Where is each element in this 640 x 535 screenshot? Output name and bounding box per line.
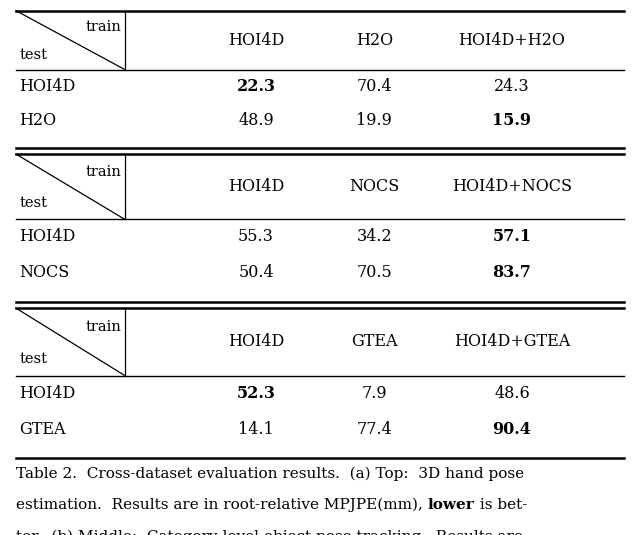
Text: HOI4D+H2O: HOI4D+H2O bbox=[459, 32, 565, 49]
Text: 15.9: 15.9 bbox=[493, 112, 531, 129]
Text: estimation.  Results are in root-relative MPJPE(mm),: estimation. Results are in root-relative… bbox=[16, 498, 428, 513]
Text: HOI4D: HOI4D bbox=[19, 78, 76, 95]
Text: NOCS: NOCS bbox=[19, 264, 70, 281]
Text: test: test bbox=[19, 351, 47, 366]
Text: 19.9: 19.9 bbox=[356, 112, 392, 129]
Text: HOI4D: HOI4D bbox=[228, 32, 284, 49]
Text: 77.4: 77.4 bbox=[356, 421, 392, 438]
Text: 22.3: 22.3 bbox=[237, 78, 275, 95]
Text: H2O: H2O bbox=[19, 112, 56, 129]
Text: 14.1: 14.1 bbox=[238, 421, 274, 438]
Text: train: train bbox=[86, 320, 122, 334]
Text: 70.5: 70.5 bbox=[356, 264, 392, 281]
Text: HOI4D: HOI4D bbox=[228, 333, 284, 350]
Text: is bet-: is bet- bbox=[474, 498, 527, 512]
Text: ter.  (b) Middle:  Category-level object pose tracking.  Results are: ter. (b) Middle: Category-level object p… bbox=[16, 530, 523, 535]
Text: 24.3: 24.3 bbox=[494, 78, 530, 95]
Text: 50.4: 50.4 bbox=[238, 264, 274, 281]
Text: 83.7: 83.7 bbox=[493, 264, 531, 281]
Text: NOCS: NOCS bbox=[349, 178, 399, 195]
Text: HOI4D: HOI4D bbox=[228, 178, 284, 195]
Text: HOI4D+NOCS: HOI4D+NOCS bbox=[452, 178, 572, 195]
Text: 57.1: 57.1 bbox=[493, 228, 531, 245]
Text: Table 2.  Cross-dataset evaluation results.  (a) Top:  3D hand pose: Table 2. Cross-dataset evaluation result… bbox=[16, 467, 524, 481]
Text: 7.9: 7.9 bbox=[362, 385, 387, 402]
Text: GTEA: GTEA bbox=[351, 333, 397, 350]
Text: GTEA: GTEA bbox=[19, 421, 66, 438]
Text: test: test bbox=[19, 48, 47, 62]
Text: H2O: H2O bbox=[356, 32, 393, 49]
Text: lower: lower bbox=[428, 498, 474, 512]
Text: 90.4: 90.4 bbox=[493, 421, 531, 438]
Text: train: train bbox=[86, 20, 122, 34]
Text: train: train bbox=[86, 165, 122, 179]
Text: HOI4D: HOI4D bbox=[19, 385, 76, 402]
Text: 48.6: 48.6 bbox=[494, 385, 530, 402]
Text: 52.3: 52.3 bbox=[237, 385, 275, 402]
Text: 55.3: 55.3 bbox=[238, 228, 274, 245]
Text: HOI4D: HOI4D bbox=[19, 228, 76, 245]
Text: HOI4D+GTEA: HOI4D+GTEA bbox=[454, 333, 570, 350]
Text: 70.4: 70.4 bbox=[356, 78, 392, 95]
Text: 34.2: 34.2 bbox=[356, 228, 392, 245]
Text: 48.9: 48.9 bbox=[238, 112, 274, 129]
Text: test: test bbox=[19, 196, 47, 210]
